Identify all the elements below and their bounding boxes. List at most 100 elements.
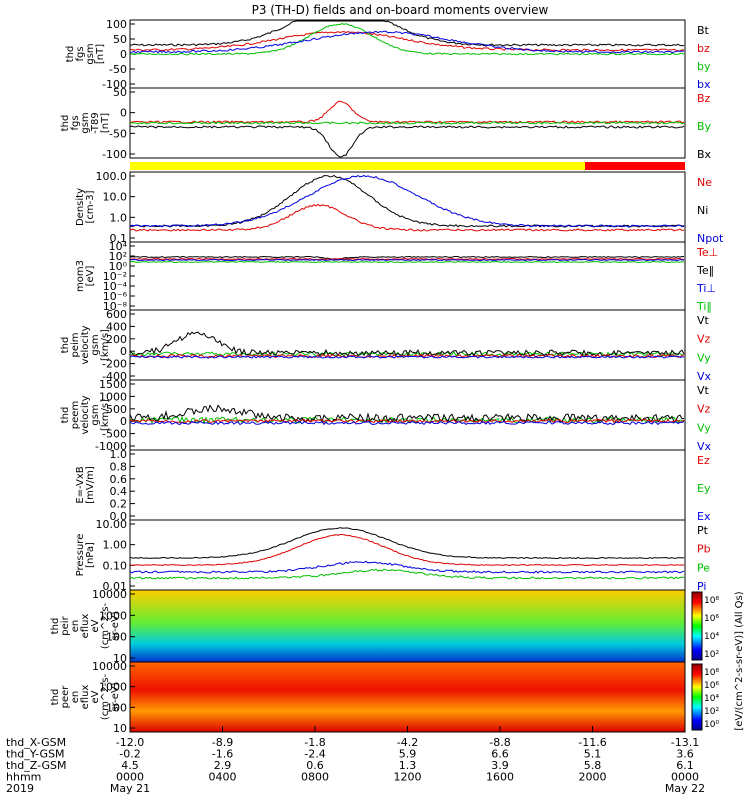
fgs_dc-ylabel-line: [nT] bbox=[100, 113, 111, 133]
fgs_dc-ytick-label: 50 bbox=[113, 86, 127, 99]
density-ytick-label: 0.1 bbox=[110, 232, 128, 245]
ele_vel-ylabel-line: [km/s] bbox=[100, 399, 111, 431]
panel-pressure: 10.00 1.00 0.10 0.01 Pressure [nPa] Pt Pb Pe Pi bbox=[75, 518, 711, 593]
density-ytick-label: 1.0 bbox=[110, 211, 128, 224]
ele_vel-ylabel-line: peem bbox=[70, 401, 81, 429]
ele_vel-ytick-label: 0 bbox=[120, 415, 127, 428]
ele_spec-colorbar-label: 10⁸ bbox=[704, 668, 719, 678]
fgs_dc-legend-bz: Bz bbox=[697, 92, 711, 105]
vi-x-trace bbox=[129, 355, 685, 359]
pressure-ytick-label: 0.01 bbox=[103, 580, 128, 593]
efield-legend-ex: Ex bbox=[697, 510, 711, 523]
x-row-label: thd_Y-GSM bbox=[6, 748, 65, 761]
x-row-value: 5.8 bbox=[584, 759, 602, 772]
x-row-value: -0.2 bbox=[119, 748, 140, 761]
x-row-value: -11.6 bbox=[578, 736, 606, 749]
fgs-ylabel-line: fgs bbox=[75, 46, 86, 61]
x-row-value: -12.0 bbox=[116, 736, 144, 749]
ion_spec-colorbar-label: 10⁸ bbox=[704, 596, 719, 606]
fgs_dc-ylabel-line: thd bbox=[60, 115, 71, 132]
ele_spec-ylabel-line: eflux bbox=[80, 685, 91, 710]
ele_spec-ylabel-line: eV bbox=[90, 690, 101, 703]
ni-trace bbox=[129, 174, 685, 228]
ve-t-trace bbox=[129, 404, 685, 424]
ele_spec-ylabel-line: en bbox=[70, 691, 81, 704]
density-frame bbox=[129, 171, 686, 243]
ele_vel-ylabel-line: gsm bbox=[90, 404, 101, 425]
x-row-value: 5.9 bbox=[399, 748, 417, 761]
ion_vel-ylabel-line: gsm bbox=[90, 334, 101, 355]
x-row-value: 0000 bbox=[116, 771, 144, 784]
ion_vel-ytick-label: -200 bbox=[102, 358, 127, 371]
efield-ylabel-line: E=-VxB bbox=[75, 466, 86, 503]
x-row-value: 0400 bbox=[209, 771, 237, 784]
temp-ytick-label: 10⁴ bbox=[109, 240, 128, 253]
ion_vel-ytick-label: 0 bbox=[120, 345, 127, 358]
fgs-legend-bz: bz bbox=[697, 42, 710, 55]
x-row-value: -1.6 bbox=[212, 748, 233, 761]
efield-ylabel-line: [mV/m] bbox=[85, 466, 96, 504]
panel-density: 100.0 10.0 1.0 0.1 Density [cm-3] Ne Ni Npot bbox=[75, 170, 724, 245]
ion_vel-frame bbox=[129, 309, 686, 381]
ele_spec-colorbar bbox=[691, 663, 703, 731]
ele_spec-colorbar-label: 10⁰ bbox=[704, 720, 719, 730]
ion_vel-ytick-label: 600 bbox=[106, 308, 127, 321]
x-row-value: 0000 bbox=[671, 771, 699, 784]
ion_spec-image bbox=[130, 590, 685, 662]
trace-group bbox=[129, 20, 685, 580]
fgs-ytick-label: -100 bbox=[102, 78, 127, 91]
ele_spec-ytick-label: 10000 bbox=[92, 660, 127, 673]
pressure-ytick-label: 0.10 bbox=[103, 559, 128, 572]
x-row-label: 2019 bbox=[6, 782, 34, 795]
density-ytick-label: 10.0 bbox=[103, 191, 128, 204]
ve-z-trace bbox=[129, 418, 685, 424]
fgs_dc-ytick-label: 0 bbox=[120, 107, 127, 120]
ion_spec-colorbar-label: 10² bbox=[704, 650, 719, 660]
temp-legend-te‖: Te‖ bbox=[696, 264, 714, 277]
x-row-value: 2.9 bbox=[214, 759, 232, 772]
tiperp-trace bbox=[129, 258, 685, 262]
ele_vel-ytick-label: 500 bbox=[106, 403, 127, 416]
density-legend-ni: Ni bbox=[697, 204, 708, 217]
efield-ytick-label: 0.8 bbox=[110, 460, 128, 473]
pe-trace bbox=[129, 568, 685, 580]
ele_spec-ylabel-line: thd bbox=[50, 689, 61, 706]
vi-z-trace bbox=[129, 353, 685, 359]
ion_vel-ylabel-line: velocity bbox=[80, 325, 91, 364]
temp-ylabel-line: [eV] bbox=[85, 266, 96, 287]
ion_spec-ylabel-line: (cm^2-s- bbox=[100, 602, 111, 649]
temp-ylabel-line: mom3 bbox=[75, 260, 86, 292]
pressure-ytick-label: 10.00 bbox=[96, 518, 128, 531]
ele_vel-ylabel-line: thd bbox=[60, 407, 71, 424]
density-ylabel-line: [cm-3] bbox=[85, 190, 96, 223]
ele_spec-colorbar-label: 10⁶ bbox=[704, 681, 719, 691]
pressure-ylabel-line: [nPa] bbox=[85, 542, 96, 568]
x-row-value: 6.6 bbox=[491, 748, 509, 761]
tepar-trace bbox=[129, 255, 685, 260]
ion_vel-legend-vx: Vx bbox=[697, 370, 712, 383]
ion_spec-ytick-label: 10000 bbox=[92, 588, 127, 601]
ele_vel-ytick-label: -500 bbox=[102, 428, 127, 441]
density-legend-ne: Ne bbox=[697, 176, 712, 189]
ion_vel-ytick-label: -400 bbox=[102, 370, 127, 383]
ion_vel-ylabel-line: peim bbox=[70, 332, 81, 357]
ion_vel-ylabel-line: thd bbox=[60, 337, 71, 354]
fgs-ylabel-line: [nT] bbox=[95, 44, 106, 64]
x-row-value: May 21 bbox=[110, 782, 150, 795]
pressure-legend-pb: Pb bbox=[697, 543, 711, 556]
ion_spec-ytick-label: 10 bbox=[113, 652, 127, 665]
ion_spec-ylabel-line: eflux bbox=[80, 614, 91, 639]
temp-ytick-label: 10⁻⁶ bbox=[103, 290, 128, 303]
ele_spec-colorbar-label: 10² bbox=[704, 707, 719, 717]
ion_vel-ytick-label: 200 bbox=[106, 333, 127, 346]
fgs_dc-ytick-label: -100 bbox=[102, 148, 127, 161]
x-row-value: -13.1 bbox=[671, 736, 699, 749]
vi-t-trace bbox=[129, 331, 685, 357]
x-row-value: -4.2 bbox=[397, 736, 418, 749]
x-row-value: 1.3 bbox=[399, 759, 417, 772]
pressure-ytick-label: 1.00 bbox=[103, 539, 128, 552]
temp-ytick-label: 10⁻⁴ bbox=[103, 280, 128, 293]
panel-ele_spec: 10000 1000 100 10 thd peer en eflux eV (cm^2-s-sr… bbox=[50, 660, 719, 735]
pressure-legend-pt: Pt bbox=[697, 524, 709, 537]
